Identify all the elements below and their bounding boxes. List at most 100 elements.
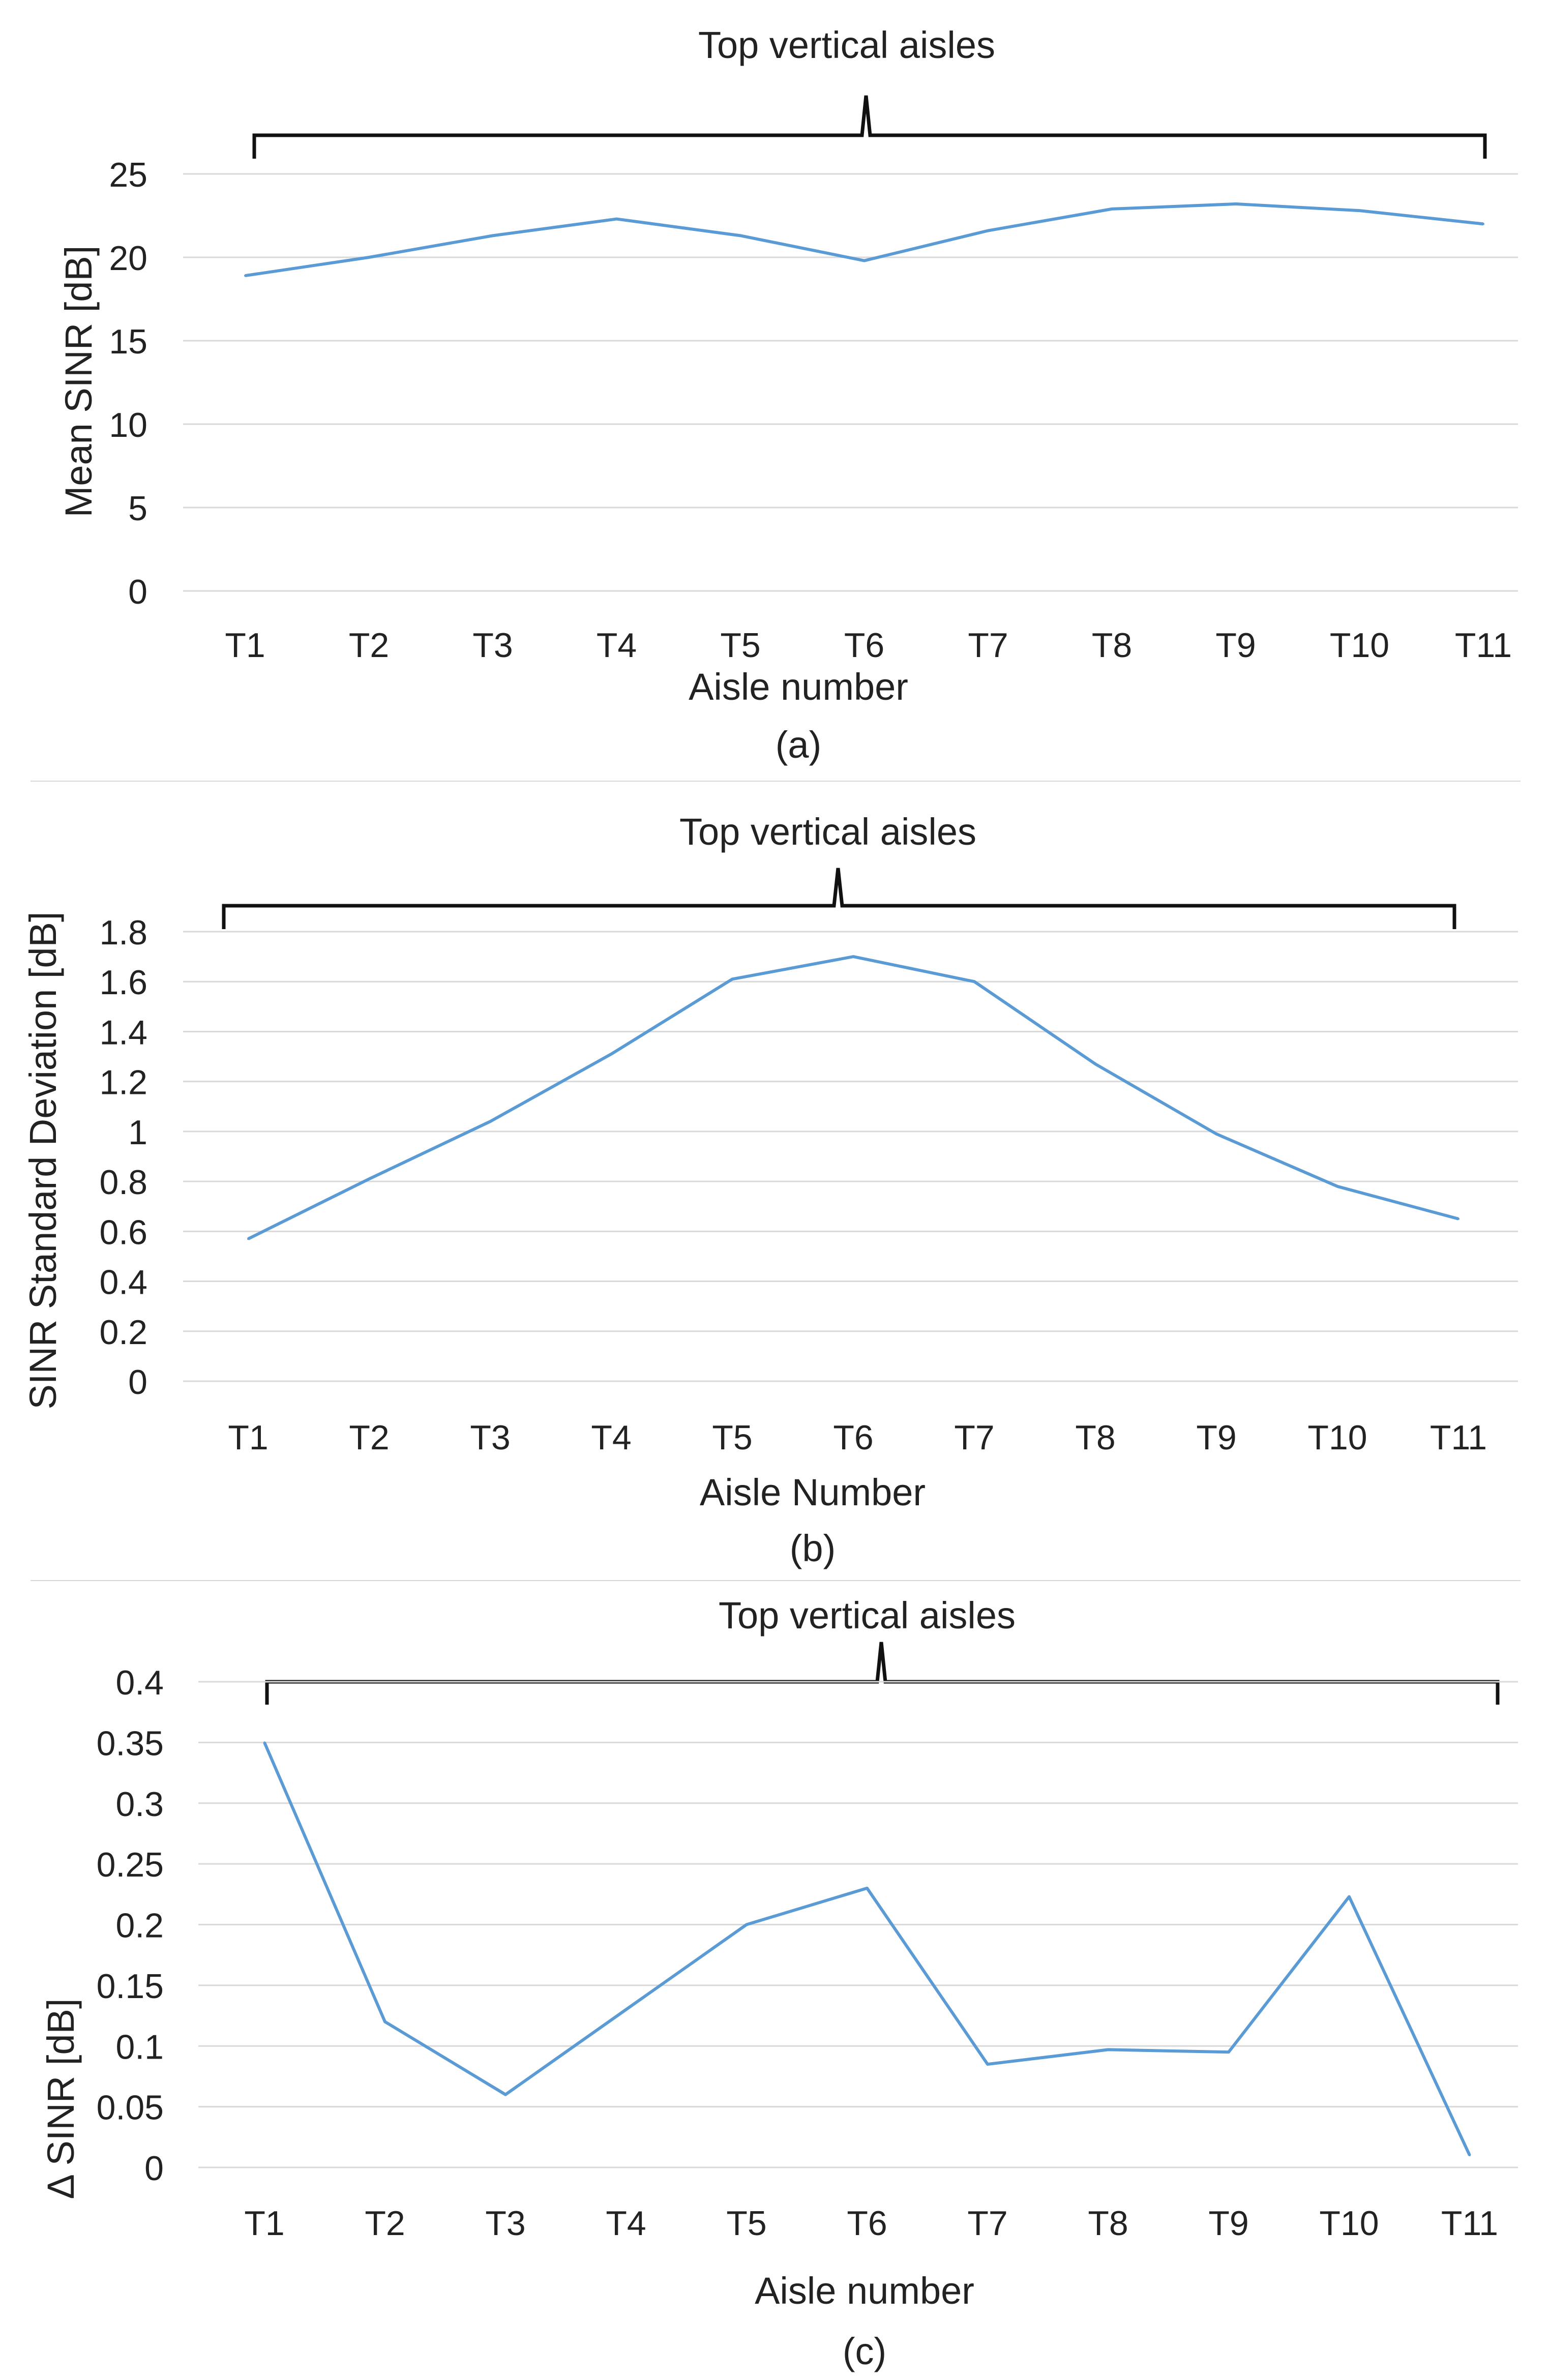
panel-separator xyxy=(31,781,1521,786)
data-point xyxy=(615,218,618,220)
data-point xyxy=(610,1053,612,1055)
data-point xyxy=(247,1238,249,1240)
chart-a-marks: 0 5 10 15 20 25 T1 T2 T3 T4 T5 T6 T7 T8 T9 T10 T11 xyxy=(109,156,1512,665)
x-tick-label: T11 xyxy=(1441,2204,1498,2243)
chart-a-brace xyxy=(252,95,1487,159)
data-point xyxy=(987,2063,989,2066)
data-point xyxy=(1336,1185,1338,1187)
y-tick-label: 0.15 xyxy=(97,1967,164,2006)
x-tick-label: T6 xyxy=(847,2204,887,2243)
data-point xyxy=(504,2093,507,2096)
x-tick-label: T3 xyxy=(472,626,513,665)
x-tick-label: T11 xyxy=(1430,1418,1487,1457)
data-point xyxy=(863,259,866,262)
y-tick-label: 0.6 xyxy=(99,1213,147,1252)
chart-b-caption: (b) xyxy=(790,1527,836,1569)
y-tick-label: 0.25 xyxy=(97,1846,164,1884)
x-tick-label: T1 xyxy=(225,626,265,665)
x-tick-label: T9 xyxy=(1208,2204,1248,2243)
series-line xyxy=(245,202,1484,278)
data-point xyxy=(1215,1133,1217,1135)
y-tick-label: 0.2 xyxy=(115,1907,164,1945)
y-tick-label: 0.4 xyxy=(99,1263,147,1302)
chart-c-marks: 0 0.05 0.1 0.15 0.2 0.25 0.3 0.35 0.4 T1 T2 T3 T4 T5 T… xyxy=(97,1663,1498,2243)
chart-c-ylabel: Δ SINR [dB] xyxy=(40,1999,82,2199)
series-line xyxy=(247,955,1459,1240)
y-tick-label: 0.35 xyxy=(97,1724,164,1763)
data-point xyxy=(1107,2048,1109,2051)
y-tick-label: 1 xyxy=(128,1113,147,1152)
chart-b-ylabel: SINR Standard Deviation [dB] xyxy=(22,912,64,1410)
x-tick-label: T10 xyxy=(1319,2204,1379,2243)
data-point xyxy=(852,956,854,958)
x-tick-label: T3 xyxy=(470,1418,510,1457)
x-tick-label: T11 xyxy=(1455,626,1512,665)
panel-separator xyxy=(31,1580,1521,1585)
x-tick-label: T7 xyxy=(968,626,1008,665)
x-tick-label: T4 xyxy=(591,1418,631,1457)
chart-c-gridlines xyxy=(198,1681,1518,2168)
data-point xyxy=(1094,1063,1096,1065)
y-tick-label: 25 xyxy=(109,156,147,194)
data-point xyxy=(973,980,975,983)
y-tick-label: 0.1 xyxy=(115,2028,164,2066)
chart-a-caption: (a) xyxy=(776,724,821,766)
x-tick-label: T2 xyxy=(349,626,389,665)
x-tick-label: T2 xyxy=(349,1418,389,1457)
chart-b-marks: 0 0.2 0.4 0.6 0.8 1 1.2 1.4 1.6 1.8 T1 T2 T3 T4 T5 T6 T7… xyxy=(99,913,1487,1457)
y-tick-label: 1.6 xyxy=(99,963,147,1002)
data-point xyxy=(731,978,733,980)
x-tick-label: T4 xyxy=(606,2204,646,2243)
data-point xyxy=(625,2008,627,2011)
data-point xyxy=(489,1120,491,1123)
chart-b-xlabel: Aisle Number xyxy=(700,1471,926,1513)
x-tick-label: T9 xyxy=(1215,626,1256,665)
data-point xyxy=(1469,2154,1471,2157)
x-tick-label: T10 xyxy=(1330,626,1389,665)
data-point xyxy=(1482,223,1484,225)
chart-b-gridlines xyxy=(183,931,1518,1382)
y-tick-label: 0 xyxy=(128,1363,147,1402)
data-point xyxy=(492,234,494,237)
y-tick-label: 15 xyxy=(109,322,147,361)
y-tick-label: 0.4 xyxy=(115,1663,164,1702)
y-tick-label: 0.2 xyxy=(99,1313,147,1352)
y-tick-label: 0.8 xyxy=(99,1163,147,1202)
data-point xyxy=(1111,207,1113,210)
x-tick-label: T1 xyxy=(228,1418,268,1457)
x-tick-label: T6 xyxy=(833,1418,873,1457)
x-tick-label: T6 xyxy=(844,626,884,665)
data-point xyxy=(739,234,741,237)
x-tick-label: T10 xyxy=(1307,1418,1367,1457)
x-tick-label: T8 xyxy=(1075,1418,1115,1457)
data-point xyxy=(1358,210,1361,212)
x-tick-label: T5 xyxy=(712,1418,752,1457)
y-tick-label: 1.8 xyxy=(99,913,147,952)
chart-b: Top vertical aisles 0 0.2 0.4 0.6 0.8 1 1.2 1.4… xyxy=(22,811,1518,1569)
x-tick-label: T3 xyxy=(485,2204,525,2243)
x-tick-label: T9 xyxy=(1196,1418,1236,1457)
x-tick-label: T5 xyxy=(726,2204,766,2243)
chart-b-title: Top vertical aisles xyxy=(679,811,976,853)
x-tick-label: T1 xyxy=(244,2204,284,2243)
data-point xyxy=(1348,1895,1350,1898)
series-line xyxy=(263,1742,1471,2156)
x-tick-label: T5 xyxy=(720,626,760,665)
chart-a-gridlines xyxy=(183,173,1518,592)
y-tick-label: 0 xyxy=(144,2149,164,2188)
data-point xyxy=(746,1923,748,1926)
x-tick-label: T8 xyxy=(1092,626,1132,665)
y-tick-label: 1.2 xyxy=(99,1063,147,1102)
chart-a-title: Top vertical aisles xyxy=(698,24,995,66)
y-tick-label: 0.3 xyxy=(115,1785,164,1824)
data-point xyxy=(368,256,370,258)
y-tick-label: 0 xyxy=(128,573,147,611)
data-point xyxy=(1457,1217,1459,1220)
chart-c-brace xyxy=(265,1642,1500,1705)
data-point xyxy=(987,229,989,232)
data-point xyxy=(244,275,246,277)
chart-c-caption: (c) xyxy=(843,2330,886,2372)
chart-c-xlabel: Aisle number xyxy=(755,2270,974,2312)
x-tick-label: T4 xyxy=(597,626,637,665)
